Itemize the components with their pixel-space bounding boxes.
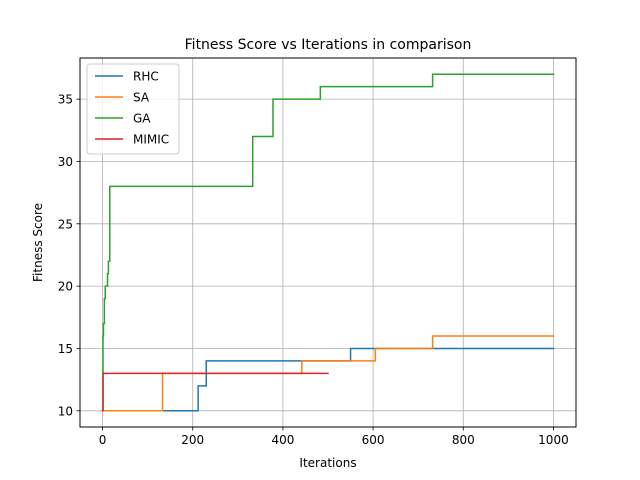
axis-ticks: 0 200 400 600 800 1000 10 15 20 25 30 35	[58, 93, 569, 447]
x-tick-label: 800	[452, 433, 475, 447]
x-tick-label: 0	[99, 433, 107, 447]
legend-label-ga: GA	[133, 112, 151, 126]
legend: RHC SA GA MIMIC	[86, 63, 180, 155]
x-axis-label: Iterations	[299, 456, 356, 470]
x-tick-label: 1000	[538, 433, 569, 447]
legend-label-sa: SA	[133, 91, 150, 105]
y-axis-label: Fitness Score	[31, 203, 45, 282]
y-tick-label: 30	[58, 155, 73, 169]
plot-frame	[79, 57, 577, 428]
series-lines	[101, 73, 555, 412]
legend-label-mimic: MIMIC	[133, 133, 169, 147]
series-line-sa	[101, 335, 555, 412]
series-line-mimic	[101, 372, 329, 412]
legend-box	[86, 63, 180, 155]
y-tick-label: 35	[58, 93, 73, 107]
series-line-ga	[101, 73, 555, 412]
x-tick-label: 200	[181, 433, 204, 447]
chart-title: Fitness Score vs Iterations in compariso…	[185, 37, 472, 53]
x-tick-label: 600	[362, 433, 385, 447]
y-tick-label: 10	[58, 404, 73, 418]
legend-label-rhc: RHC	[133, 70, 159, 84]
y-tick-label: 25	[58, 217, 73, 231]
y-tick-label: 15	[58, 342, 73, 356]
x-tick-label: 400	[271, 433, 294, 447]
grid	[80, 58, 576, 427]
y-tick-label: 20	[58, 280, 73, 294]
